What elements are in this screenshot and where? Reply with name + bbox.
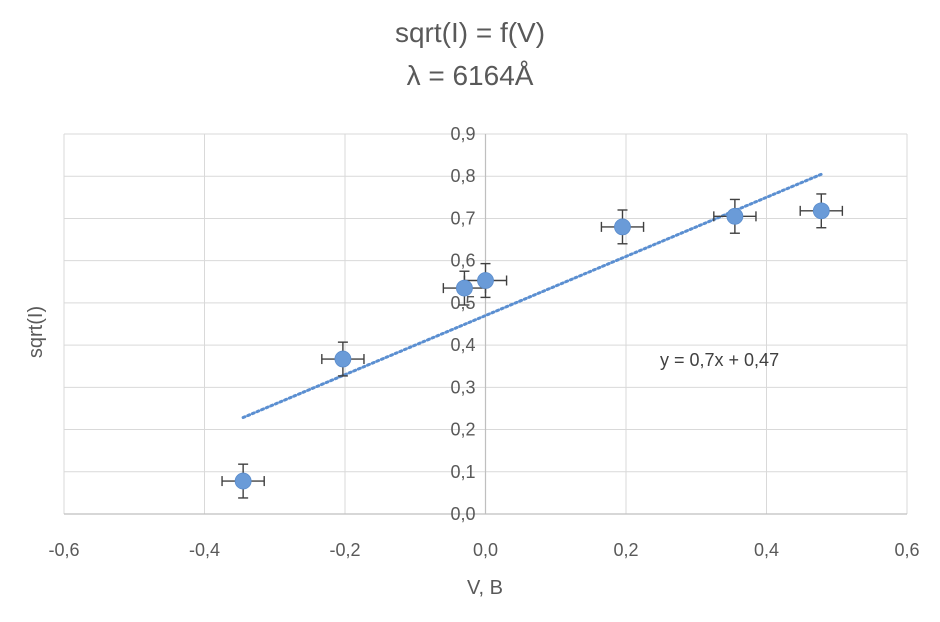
- x-tick-label: 0,4: [754, 540, 779, 560]
- y-tick-label: 0,1: [450, 462, 475, 482]
- axes: [64, 134, 907, 515]
- data-point: [334, 350, 352, 368]
- x-tick-label: 0,0: [473, 540, 498, 560]
- y-tick-label: 0,4: [450, 335, 475, 355]
- data-point: [234, 472, 252, 490]
- data-point: [812, 202, 830, 220]
- x-tick-labels: -0,6 -0,4 -0,2 0,0 0,2 0,4 0,6: [48, 540, 919, 560]
- data-point: [726, 207, 744, 225]
- y-tick-label: 0,2: [450, 420, 475, 440]
- trendline-equation: y = 0,7x + 0,47: [660, 350, 779, 370]
- x-tick-label: 0,2: [613, 540, 638, 560]
- chart-subtitle: λ = 6164Å: [407, 60, 534, 91]
- data-points: [234, 202, 830, 490]
- error-bars: [221, 193, 844, 499]
- x-tick-label: -0,2: [329, 540, 360, 560]
- y-tick-label: 0,3: [450, 377, 475, 397]
- y-tick-label: 0,5: [450, 293, 475, 313]
- x-tick-label: -0,6: [48, 540, 79, 560]
- data-point: [614, 218, 631, 236]
- x-axis-label: V, B: [467, 577, 503, 599]
- y-axis-label: sqrt(I): [25, 306, 47, 358]
- trendline: [241, 172, 823, 420]
- y-tick-label: 0,7: [450, 208, 475, 228]
- trendline-group: [241, 172, 823, 420]
- data-point: [456, 279, 473, 297]
- y-tick-label: 0,9: [450, 124, 475, 144]
- y-tick-labels: 0,0 0,1 0,2 0,3 0,4 0,5 0,6 0,7 0,8 0,9: [450, 124, 475, 524]
- chart-title: sqrt(I) = f(V): [395, 17, 545, 48]
- data-point: [477, 272, 494, 289]
- x-tick-label: 0,6: [894, 540, 919, 560]
- x-tick-label: -0,4: [189, 540, 220, 560]
- y-tick-label: 0,8: [450, 166, 475, 186]
- y-tick-label: 0,6: [450, 251, 475, 271]
- y-tick-label: 0,0: [450, 504, 475, 524]
